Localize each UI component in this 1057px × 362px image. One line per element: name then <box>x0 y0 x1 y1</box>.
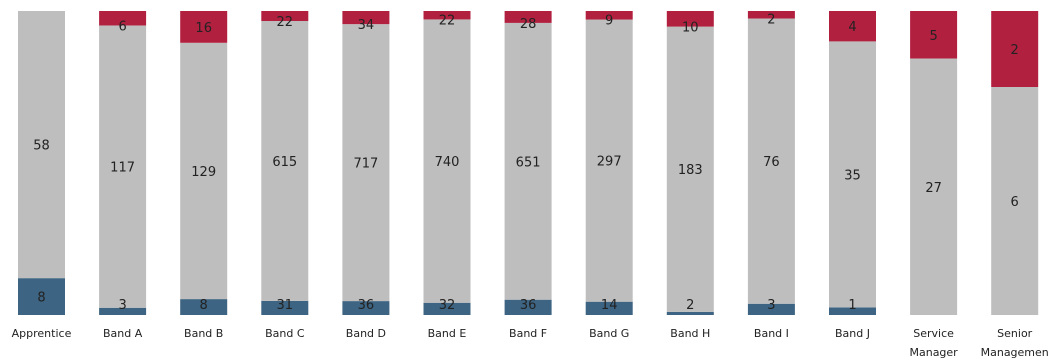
value-label-2-8: 10 <box>682 21 699 36</box>
bar-segment-0-9 <box>747 303 795 315</box>
bar-segment-1-5 <box>423 19 471 303</box>
value-label-0-6: 36 <box>520 298 537 313</box>
bar-segment-0-2 <box>180 299 228 315</box>
bar-segment-1-11 <box>910 58 958 315</box>
bar-segment-2-2 <box>180 11 228 43</box>
bar-segment-0-7 <box>585 301 633 315</box>
bar-segment-2-6 <box>504 11 552 23</box>
bar-segment-2-4 <box>342 11 390 25</box>
bar-segment-1-2 <box>180 42 228 300</box>
bar-segment-1-7 <box>585 19 633 302</box>
bar-segment-1-10 <box>829 41 876 308</box>
value-label-0-0: 8 <box>37 291 45 306</box>
bar-segment-1-12 <box>991 87 1039 315</box>
category-label-2: Band B <box>184 327 223 340</box>
value-label-1-1: 117 <box>110 161 135 176</box>
bar-segment-1-9 <box>747 18 795 304</box>
category-label-8: Band H <box>670 327 710 340</box>
bar-segment-2-9 <box>747 11 795 19</box>
value-label-0-5: 32 <box>439 298 456 313</box>
value-label-2-9: 2 <box>767 13 775 28</box>
value-label-1-8: 183 <box>678 163 703 178</box>
value-label-2-12: 2 <box>1011 43 1019 58</box>
bar-segment-0-8 <box>666 311 714 315</box>
value-label-1-5: 740 <box>435 155 460 170</box>
value-label-1-0: 58 <box>33 139 50 154</box>
value-label-0-2: 8 <box>200 298 208 313</box>
bars-group <box>18 11 1039 315</box>
segment-labels-group: 8583117681291631615223671734327402236651… <box>33 13 1019 313</box>
value-label-2-4: 34 <box>358 18 375 33</box>
bar-segment-1-4 <box>342 24 390 302</box>
bar-segment-0-6 <box>504 299 552 315</box>
value-label-2-7: 9 <box>605 14 613 29</box>
category-label-7: Band G <box>589 327 629 340</box>
bar-segment-1-0 <box>18 11 65 279</box>
bar-segment-2-1 <box>99 11 147 26</box>
bar-segment-1-8 <box>666 26 714 312</box>
bar-segment-2-12 <box>991 11 1039 87</box>
value-label-0-8: 2 <box>686 298 694 313</box>
category-label-4: Band D <box>346 327 386 340</box>
value-label-1-11: 27 <box>925 181 942 196</box>
bar-segment-2-3 <box>261 11 309 22</box>
value-label-0-9: 3 <box>767 298 775 313</box>
value-label-2-3: 22 <box>277 15 294 30</box>
value-label-2-6: 28 <box>520 17 537 32</box>
value-label-0-10: 1 <box>848 298 856 313</box>
value-label-0-3: 31 <box>277 298 294 313</box>
bar-segment-0-0 <box>18 278 65 315</box>
value-label-1-12: 6 <box>1011 195 1019 210</box>
bar-segment-1-3 <box>261 21 309 301</box>
category-labels-group: Apprentice Band A Band B Band C Band D Band E… <box>12 327 1049 359</box>
bar-segment-1-6 <box>504 22 552 300</box>
value-label-0-1: 3 <box>118 298 126 313</box>
value-label-1-6: 651 <box>516 155 541 170</box>
value-label-0-7: 14 <box>601 298 618 313</box>
bar-segment-0-10 <box>829 307 876 315</box>
value-label-2-10: 4 <box>848 20 856 35</box>
category-label-6: Band F <box>509 327 547 340</box>
value-label-1-3: 615 <box>272 155 297 170</box>
bar-segment-0-1 <box>99 307 147 315</box>
value-label-2-5: 22 <box>439 13 456 28</box>
category-label-5: Band E <box>428 327 467 340</box>
value-label-2-1: 6 <box>118 19 126 34</box>
bar-segment-2-10 <box>829 11 876 42</box>
bar-segment-2-8 <box>666 11 714 27</box>
value-label-1-2: 129 <box>191 165 216 180</box>
bar-segment-0-4 <box>342 301 390 315</box>
value-label-1-7: 297 <box>597 155 622 170</box>
value-label-1-10: 35 <box>844 168 861 183</box>
bar-segment-0-3 <box>261 300 309 315</box>
value-label-0-4: 36 <box>358 298 375 313</box>
value-label-2-2: 16 <box>195 21 212 36</box>
category-label-1: Band A <box>103 327 143 340</box>
category-label-12: Senior Managemen <box>981 327 1049 359</box>
category-label-10: Band J <box>835 327 870 340</box>
bar-segment-0-5 <box>423 302 471 315</box>
bar-segment-2-5 <box>423 11 471 20</box>
category-label-11: Service Manager <box>909 327 958 359</box>
value-label-1-4: 717 <box>353 157 378 172</box>
bar-segment-2-11 <box>910 11 958 59</box>
category-label-3: Band C <box>265 327 305 340</box>
bar-segment-2-7 <box>585 11 633 20</box>
bar-segment-1-1 <box>99 25 147 308</box>
value-label-1-9: 76 <box>763 155 780 170</box>
category-label-0: Apprentice <box>12 327 72 340</box>
category-label-9: Band I <box>754 327 789 340</box>
value-label-2-11: 5 <box>929 29 937 44</box>
